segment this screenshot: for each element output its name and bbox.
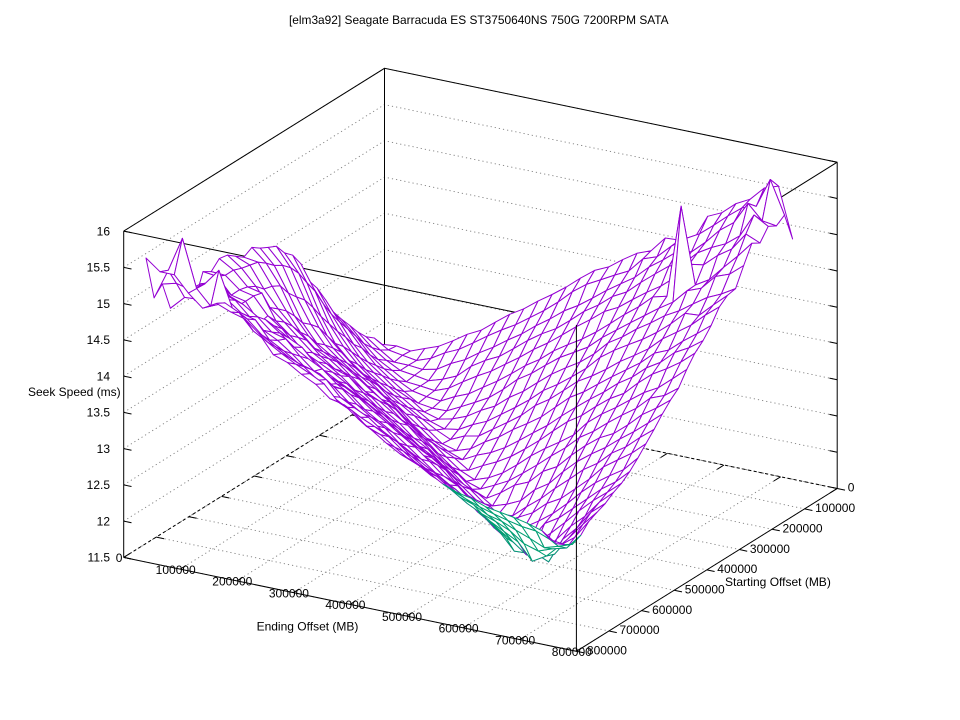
svg-text:14: 14 — [97, 369, 111, 383]
svg-text:100000: 100000 — [815, 501, 855, 515]
svg-text:16: 16 — [97, 224, 111, 238]
svg-text:400000: 400000 — [717, 562, 757, 576]
svg-text:Ending Offset (MB): Ending Offset (MB) — [257, 620, 359, 634]
svg-text:300000: 300000 — [750, 542, 790, 556]
svg-text:13.5: 13.5 — [87, 406, 111, 420]
svg-text:200000: 200000 — [212, 575, 252, 589]
svg-text:300000: 300000 — [269, 586, 309, 600]
svg-text:12.5: 12.5 — [87, 478, 111, 492]
svg-text:Seek Speed (ms): Seek Speed (ms) — [28, 385, 121, 399]
svg-text:15: 15 — [97, 297, 111, 311]
svg-text:15.5: 15.5 — [87, 261, 111, 275]
svg-text:800000: 800000 — [552, 645, 592, 659]
svg-text:600000: 600000 — [439, 622, 479, 636]
svg-text:700000: 700000 — [620, 623, 660, 637]
svg-text:600000: 600000 — [652, 603, 692, 617]
svg-text:400000: 400000 — [325, 598, 365, 612]
svg-text:11.5: 11.5 — [88, 551, 111, 565]
svg-text:800000: 800000 — [587, 644, 627, 658]
svg-text:100000: 100000 — [156, 563, 196, 577]
svg-text:200000: 200000 — [783, 521, 823, 535]
svg-text:14.5: 14.5 — [87, 333, 111, 347]
svg-text:500000: 500000 — [685, 583, 725, 597]
svg-text:0: 0 — [116, 551, 123, 565]
svg-text:500000: 500000 — [382, 610, 422, 624]
svg-text:13: 13 — [97, 442, 111, 456]
svg-text:12: 12 — [97, 514, 111, 528]
svg-text:Starting Offset (MB): Starting Offset (MB) — [725, 575, 831, 589]
svg-text:[elm3a92] Seagate Barracuda ES: [elm3a92] Seagate Barracuda ES ST3750640… — [289, 13, 669, 27]
svg-text:0: 0 — [848, 481, 855, 495]
svg-text:700000: 700000 — [495, 633, 535, 647]
